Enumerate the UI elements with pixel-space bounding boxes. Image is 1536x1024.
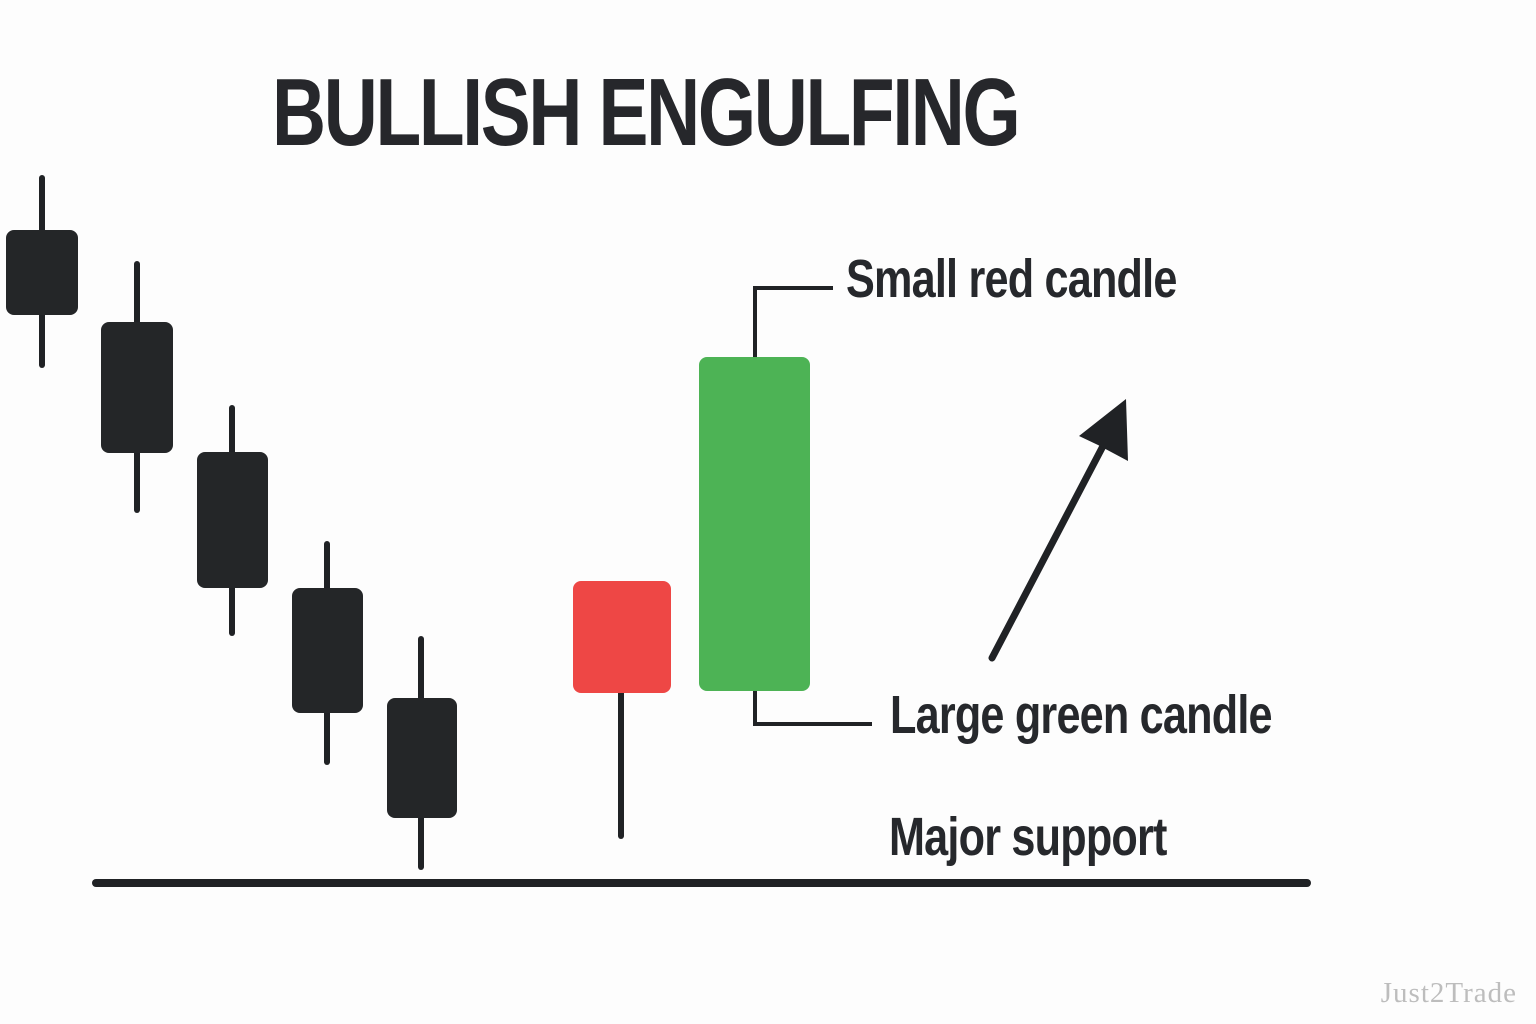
small-red-candle-body	[573, 581, 671, 693]
down-candle-2-body	[101, 322, 173, 453]
down-candle-1-body	[6, 230, 78, 315]
large-green-candle-body	[699, 357, 810, 691]
small-red-candle-label: Small red candle	[846, 249, 1177, 309]
trend-arrow-head	[1079, 399, 1128, 461]
down-candle-5-body	[387, 698, 457, 818]
watermark: Just2Trade	[1380, 977, 1517, 1009]
callout-line-small-red-candle	[753, 286, 833, 357]
major-support-label: Major support	[889, 807, 1167, 867]
callout-line-large-green-candle	[753, 691, 872, 726]
page-title: BULLISH ENGULFING	[272, 59, 1021, 166]
large-green-candle-label: Large green candle	[890, 685, 1273, 745]
down-candle-3-body	[197, 452, 268, 588]
down-candle-4-body	[292, 588, 363, 713]
trend-arrow-shaft	[988, 442, 1107, 662]
